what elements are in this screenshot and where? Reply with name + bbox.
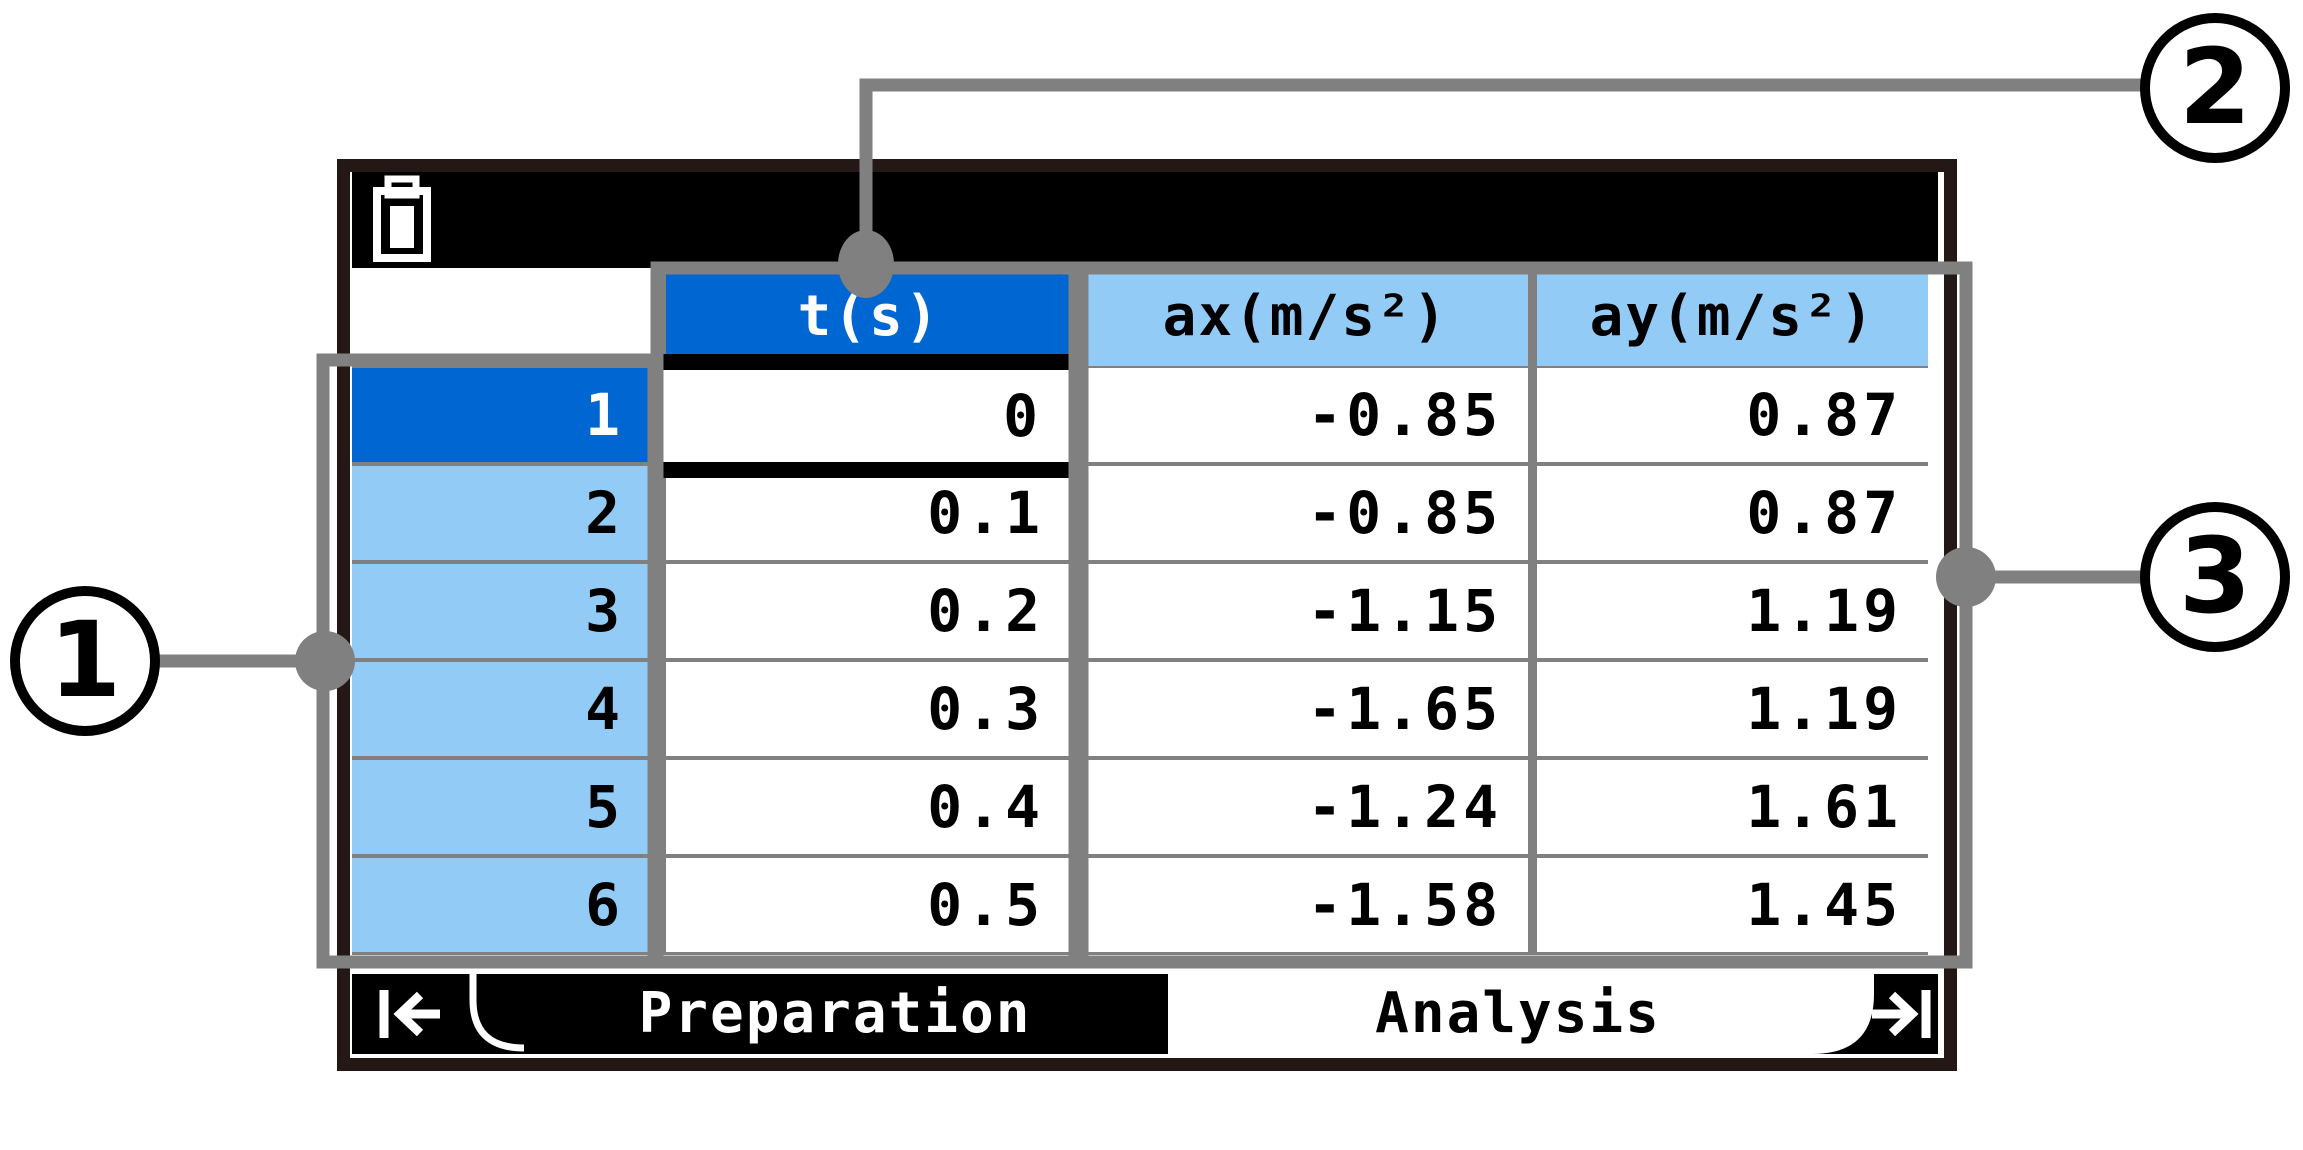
selected-cell-cursor[interactable]: 0: [654, 354, 1078, 478]
tab-analysis[interactable]: Analysis: [1375, 981, 1661, 1046]
tab-preparation[interactable]: Preparation: [638, 981, 1032, 1046]
cell-ax-6[interactable]: -1.58: [1083, 858, 1528, 952]
cell-ax-4[interactable]: -1.65: [1083, 662, 1528, 756]
row-header-4[interactable]: 4: [352, 662, 652, 756]
row-header-3[interactable]: 3: [352, 564, 652, 658]
cell-ax-5[interactable]: -1.24: [1083, 760, 1528, 854]
row-header-2[interactable]: 2: [352, 466, 652, 560]
cell-ay-3[interactable]: 1.19: [1537, 564, 1928, 658]
callout-circle-2: 2: [2140, 13, 2290, 163]
column-header-ay[interactable]: ay(m/s²): [1537, 268, 1928, 366]
column-header-t[interactable]: t(s): [666, 268, 1072, 366]
cell-ay-5[interactable]: 1.61: [1537, 760, 1928, 854]
cell-t-6[interactable]: 0.5: [666, 858, 1072, 952]
cell-t-4[interactable]: 0.3: [666, 662, 1072, 756]
row-header-1[interactable]: 1: [352, 368, 652, 462]
cell-ax-3[interactable]: -1.15: [1083, 564, 1528, 658]
cell-t-5[interactable]: 0.4: [666, 760, 1072, 854]
row-header-5[interactable]: 5: [352, 760, 652, 854]
status-bar: [352, 172, 1938, 268]
cell-ay-1[interactable]: 0.87: [1537, 368, 1928, 462]
cell-ay-2[interactable]: 0.87: [1537, 466, 1928, 560]
cell-ay-4[interactable]: 1.19: [1537, 662, 1928, 756]
column-header-ax[interactable]: ax(m/s²): [1083, 268, 1528, 366]
cell-t-3[interactable]: 0.2: [666, 564, 1072, 658]
cell-ax-2[interactable]: -0.85: [1083, 466, 1528, 560]
table-corner-cell: [352, 268, 652, 366]
row-header-6[interactable]: 6: [352, 858, 652, 952]
cell-ax-1[interactable]: -0.85: [1083, 368, 1528, 462]
callout-circle-3: 3: [2140, 502, 2290, 652]
callout-circle-1: 1: [10, 586, 160, 736]
cell-t-2[interactable]: 0.1: [666, 466, 1072, 560]
cell-ay-6[interactable]: 1.45: [1537, 858, 1928, 952]
